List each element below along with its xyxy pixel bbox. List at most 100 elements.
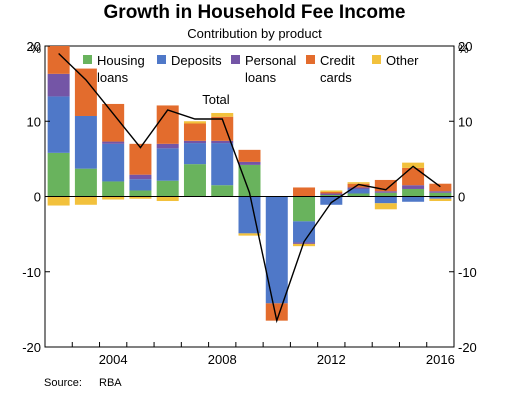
bar-personal-loans-2016 (429, 191, 452, 193)
bar-housing-loans-2011 (293, 196, 316, 222)
legend-swatch-personal-loans (231, 55, 240, 64)
bar-housing-loans-2007 (183, 164, 206, 197)
y-tick-label-left-0: 0 (34, 190, 41, 205)
legend-label-credit-cards-1: cards (320, 70, 352, 85)
bar-credit-cards-2002 (47, 46, 70, 74)
bar-other-2015 (402, 162, 425, 168)
y-tick-label-right-10: 10 (458, 114, 472, 129)
bar-other-2009 (238, 233, 261, 236)
legend-label-other-0: Other (386, 53, 419, 68)
bar-deposits-2012 (320, 196, 343, 205)
x-tick-label-2012: 2012 (317, 352, 346, 367)
bar-personal-loans-2015 (402, 185, 425, 189)
bar-housing-loans-2012 (320, 194, 343, 197)
bar-personal-loans-2004 (102, 141, 125, 144)
bar-other-2012 (320, 190, 343, 192)
y-tick-label-left--20: -20 (22, 340, 41, 355)
total-line (58, 53, 441, 324)
bar-housing-loans-2004 (102, 181, 125, 197)
bar-credit-cards-2015 (402, 167, 425, 186)
bar-personal-loans-2008 (211, 140, 234, 144)
legend-label-deposits-0: Deposits (171, 53, 222, 68)
bar-credit-cards-2010 (265, 303, 288, 321)
bar-housing-loans-2013 (347, 193, 370, 197)
bar-deposits-2008 (211, 143, 234, 186)
bar-housing-loans-2003 (74, 168, 97, 197)
bar-other-2006 (156, 196, 179, 202)
x-tick-label-2016: 2016 (426, 352, 455, 367)
bar-other-2004 (102, 196, 125, 200)
legend-label-housing-loans-1: loans (97, 70, 129, 85)
bar-other-2007 (183, 121, 206, 124)
bar-credit-cards-2013 (347, 183, 370, 188)
bar-credit-cards-2012 (320, 191, 343, 194)
bar-deposits-2013 (347, 188, 370, 194)
y-tick-label-left-20: 20 (27, 39, 41, 54)
bar-housing-loans-2006 (156, 180, 179, 197)
bar-deposits-2015 (402, 196, 425, 202)
legend-swatch-credit-cards (306, 55, 315, 64)
bar-credit-cards-2014 (374, 179, 397, 192)
source-label: Source: (44, 377, 82, 389)
bar-deposits-2014 (374, 196, 397, 204)
bar-credit-cards-2004 (102, 103, 125, 142)
bar-deposits-2011 (293, 221, 316, 243)
total-label: Total (202, 92, 230, 107)
y-tick-label-right-20: 20 (458, 39, 472, 54)
legend-swatch-housing-loans (83, 55, 92, 64)
bar-other-2005 (129, 196, 152, 199)
bar-credit-cards-2007 (183, 123, 206, 141)
y-tick-label-right--20: -20 (458, 340, 477, 355)
bar-personal-loans-2006 (156, 143, 179, 149)
bar-other-2016 (429, 198, 452, 202)
legend-swatch-deposits (157, 55, 166, 64)
bar-personal-loans-2013 (347, 187, 370, 189)
y-tick-label-left-10: 10 (27, 114, 41, 129)
bar-other-2011 (293, 243, 316, 247)
bar-credit-cards-2016 (429, 183, 452, 192)
x-tick-label-2008: 2008 (208, 352, 237, 367)
bar-housing-loans-2002 (47, 152, 70, 197)
bar-deposits-2004 (102, 143, 125, 182)
bar-deposits-2003 (74, 115, 97, 169)
legend-label-personal-loans-1: loans (245, 70, 277, 85)
bar-deposits-2005 (129, 179, 152, 191)
legend-label-personal-loans-0: Personal (245, 53, 296, 68)
bar-personal-loans-2007 (183, 140, 206, 144)
source-note: Source: RBA (44, 377, 122, 389)
legend-label-housing-loans-0: Housing (97, 53, 145, 68)
bar-deposits-2009 (238, 196, 261, 234)
bar-housing-loans-2014 (374, 192, 397, 197)
bar-credit-cards-2011 (293, 187, 316, 197)
legend-swatch-other (372, 55, 381, 64)
bar-other-2008 (211, 112, 234, 117)
bar-deposits-2002 (47, 96, 70, 153)
bar-other-2002 (47, 196, 70, 206)
bar-housing-loans-2005 (129, 190, 152, 197)
bar-deposits-2010 (265, 196, 288, 304)
chart-subtitle: Contribution by product (187, 26, 322, 41)
bar-personal-loans-2002 (47, 73, 70, 97)
y-tick-label-left--10: -10 (22, 265, 41, 280)
bar-personal-loans-2012 (320, 193, 343, 195)
y-unit-left: % (30, 42, 41, 56)
legend-label-credit-cards-0: Credit (320, 53, 355, 68)
bar-other-2013 (347, 182, 370, 184)
bar-housing-loans-2009 (238, 164, 261, 197)
bar-credit-cards-2009 (238, 149, 261, 162)
y-unit-right: % (458, 42, 469, 56)
bar-personal-loans-2014 (374, 191, 397, 193)
bar-housing-loans-2008 (211, 185, 234, 197)
bar-deposits-2007 (183, 143, 206, 165)
bar-deposits-2006 (156, 148, 179, 181)
bar-personal-loans-2005 (129, 174, 152, 180)
bar-other-2003 (74, 196, 97, 205)
bar-credit-cards-2005 (129, 143, 152, 175)
bar-personal-loans-2009 (238, 161, 261, 165)
bar-housing-loans-2015 (402, 188, 425, 197)
chart-title: Growth in Household Fee Income (103, 2, 406, 23)
bar-credit-cards-2003 (74, 68, 97, 116)
bar-other-2014 (374, 203, 397, 210)
y-tick-label-right-0: 0 (458, 190, 465, 205)
